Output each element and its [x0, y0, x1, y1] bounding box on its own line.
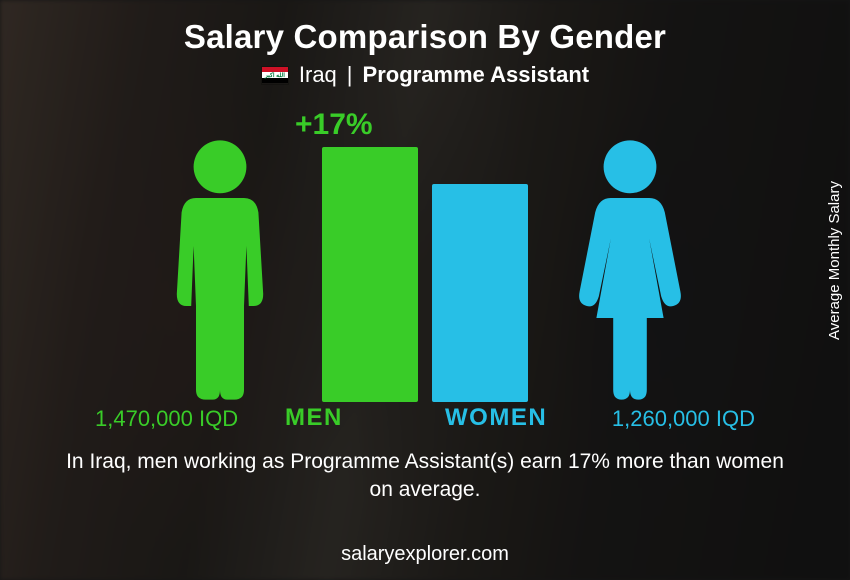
iraq-flag-icon: الله اكبر: [261, 66, 289, 85]
bars-group: [322, 147, 528, 402]
caption-text: In Iraq, men working as Programme Assist…: [60, 448, 790, 505]
footer-attribution: salaryexplorer.com: [0, 543, 850, 566]
y-axis-label: Average Monthly Salary: [818, 0, 850, 520]
country-label: Iraq: [299, 62, 337, 88]
bar-men: [322, 147, 418, 402]
page-title: Salary Comparison By Gender: [0, 0, 850, 56]
women-axis-label: WOMEN: [445, 404, 547, 432]
y-axis-label-text: Average Monthly Salary: [826, 181, 843, 340]
men-salary-value: 1,470,000 IQD: [95, 406, 238, 432]
men-axis-label: MEN: [285, 404, 343, 432]
man-icon: [160, 138, 280, 402]
delta-label: +17%: [295, 108, 373, 142]
role-label: Programme Assistant: [363, 62, 590, 88]
separator: |: [347, 62, 353, 88]
infographic-content: Salary Comparison By Gender الله اكبر Ir…: [0, 0, 850, 580]
subtitle: الله اكبر Iraq | Programme Assistant: [0, 62, 850, 88]
chart: +17% 1,470,000 IQD MEN WOMEN 1,260,000 I…: [0, 112, 850, 432]
women-salary-value: 1,260,000 IQD: [612, 406, 755, 432]
woman-icon: [570, 138, 690, 402]
bar-women: [432, 184, 528, 402]
